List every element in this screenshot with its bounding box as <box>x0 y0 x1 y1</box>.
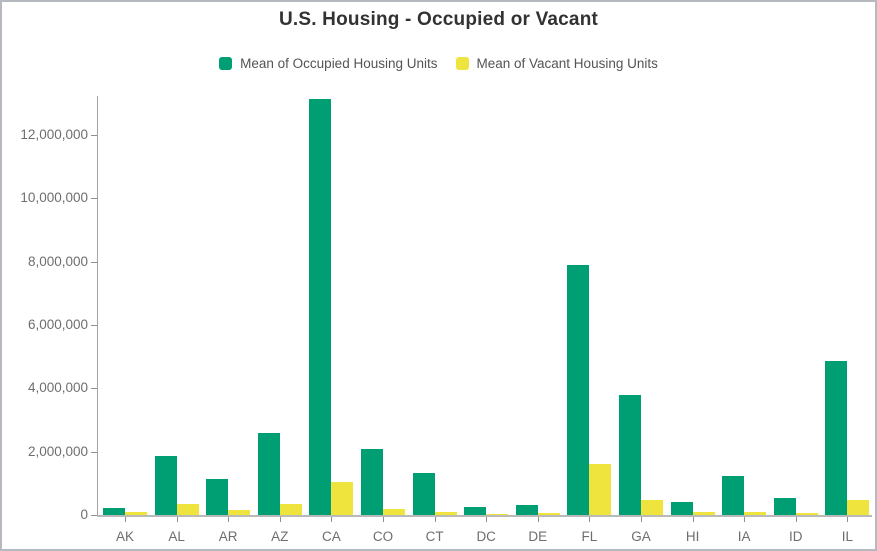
bar-vacant-AL[interactable] <box>176 504 199 515</box>
x-axis-label-HI: HI <box>685 529 700 544</box>
bar-vacant-AR[interactable] <box>228 509 251 515</box>
x-axis-label-FL: FL <box>581 529 598 544</box>
bar-occupied-CA[interactable] <box>309 98 332 515</box>
x-axis-tick <box>331 516 333 522</box>
x-axis-tick <box>125 516 126 522</box>
y-axis-tick <box>91 325 97 326</box>
x-axis-tick <box>383 516 384 522</box>
bar-vacant-GA[interactable] <box>641 499 663 515</box>
bar-occupied-IL[interactable] <box>825 361 848 515</box>
y-axis-tick <box>91 451 97 453</box>
y-axis-tick-label: 4,000,000 <box>27 380 88 396</box>
legend-item-occupied[interactable]: Mean of Occupied Housing Units <box>219 56 438 71</box>
occupied-swatch-icon <box>219 57 233 70</box>
x-axis-label-AK: AK <box>115 529 134 544</box>
x-axis-label-IL: IL <box>841 529 854 544</box>
bar-vacant-IA[interactable] <box>744 511 767 515</box>
x-axis-tick <box>279 516 281 522</box>
bar-occupied-DC[interactable] <box>464 507 487 515</box>
x-axis-tick <box>434 516 436 522</box>
legend-item-vacant[interactable]: Mean of Vacant Housing Units <box>455 56 658 71</box>
bar-vacant-AK[interactable] <box>125 512 147 515</box>
y-axis-tick-label: 10,000,000 <box>20 190 88 206</box>
bar-occupied-AR[interactable] <box>206 479 229 515</box>
bar-vacant-AZ[interactable] <box>279 503 302 515</box>
bar-vacant-HI[interactable] <box>692 512 715 515</box>
bar-occupied-AZ[interactable] <box>257 433 280 515</box>
y-axis-tick-label: 6,000,000 <box>27 317 88 332</box>
chart-title: U.S. Housing - Occupied or Vacant <box>278 9 599 30</box>
x-axis-label-AR: AR <box>218 529 238 544</box>
legend-label-occupied: Mean of Occupied Housing Units <box>240 56 438 71</box>
x-axis-tick <box>744 516 746 522</box>
x-axis-label-CO: CO <box>372 529 394 544</box>
legend-label-vacant: Mean of Vacant Housing Units <box>476 56 658 71</box>
x-axis-line <box>97 515 872 517</box>
y-axis-tick <box>91 198 97 200</box>
y-axis-tick <box>91 388 97 390</box>
y-axis-tick-label: 8,000,000 <box>27 253 88 269</box>
x-axis-label-DE: DE <box>528 529 548 544</box>
bar-vacant-FL[interactable] <box>589 464 612 515</box>
bar-occupied-AK[interactable] <box>103 508 125 515</box>
x-axis-label-AZ: AZ <box>271 529 289 544</box>
bar-vacant-CT[interactable] <box>434 511 457 515</box>
bar-occupied-ID[interactable] <box>773 497 796 515</box>
bar-occupied-DE[interactable] <box>515 504 538 515</box>
x-axis-tick <box>641 516 642 522</box>
y-axis-tick <box>91 515 97 516</box>
bar-occupied-GA[interactable] <box>619 394 641 515</box>
x-axis-label-CT: CT <box>425 529 444 544</box>
bar-occupied-IA[interactable] <box>722 475 745 515</box>
x-axis-label-ID: ID <box>789 529 803 544</box>
x-axis-tick <box>176 516 178 522</box>
bar-occupied-CO[interactable] <box>361 448 383 515</box>
bar-occupied-AL[interactable] <box>154 456 177 515</box>
bar-vacant-DE[interactable] <box>537 513 560 515</box>
x-axis-tick <box>589 516 591 522</box>
bar-vacant-ID[interactable] <box>795 513 818 515</box>
bar-occupied-CT[interactable] <box>412 472 435 515</box>
bar-vacant-CO[interactable] <box>383 508 405 515</box>
vacant-swatch-icon <box>455 57 469 70</box>
y-axis-tick <box>91 135 97 136</box>
bar-occupied-HI[interactable] <box>670 502 693 515</box>
y-axis-tick <box>91 261 97 263</box>
x-axis-tick <box>847 516 849 522</box>
x-axis-tick <box>537 516 539 522</box>
y-axis-tick-label: 0 <box>80 507 88 522</box>
x-axis-label-DC: DC <box>476 529 496 544</box>
y-axis-tick-label: 2,000,000 <box>27 443 88 459</box>
bar-vacant-CA[interactable] <box>331 481 354 515</box>
bar-vacant-IL[interactable] <box>847 500 870 515</box>
y-axis-line <box>97 96 98 515</box>
x-axis-label-GA: GA <box>631 529 651 544</box>
y-axis-tick-label: 12,000,000 <box>20 127 88 142</box>
x-axis-tick <box>486 516 488 522</box>
bar-occupied-FL[interactable] <box>567 264 590 515</box>
x-axis-label-IA: IA <box>737 529 751 544</box>
x-axis-tick <box>795 516 797 522</box>
x-axis-label-AL: AL <box>168 529 185 544</box>
x-axis-label-CA: CA <box>322 529 341 544</box>
x-axis-tick <box>692 516 694 522</box>
legend: Mean of Occupied Housing Units Mean of V… <box>2 56 875 71</box>
bar-vacant-DC[interactable] <box>486 514 509 515</box>
x-axis-tick <box>228 516 230 522</box>
